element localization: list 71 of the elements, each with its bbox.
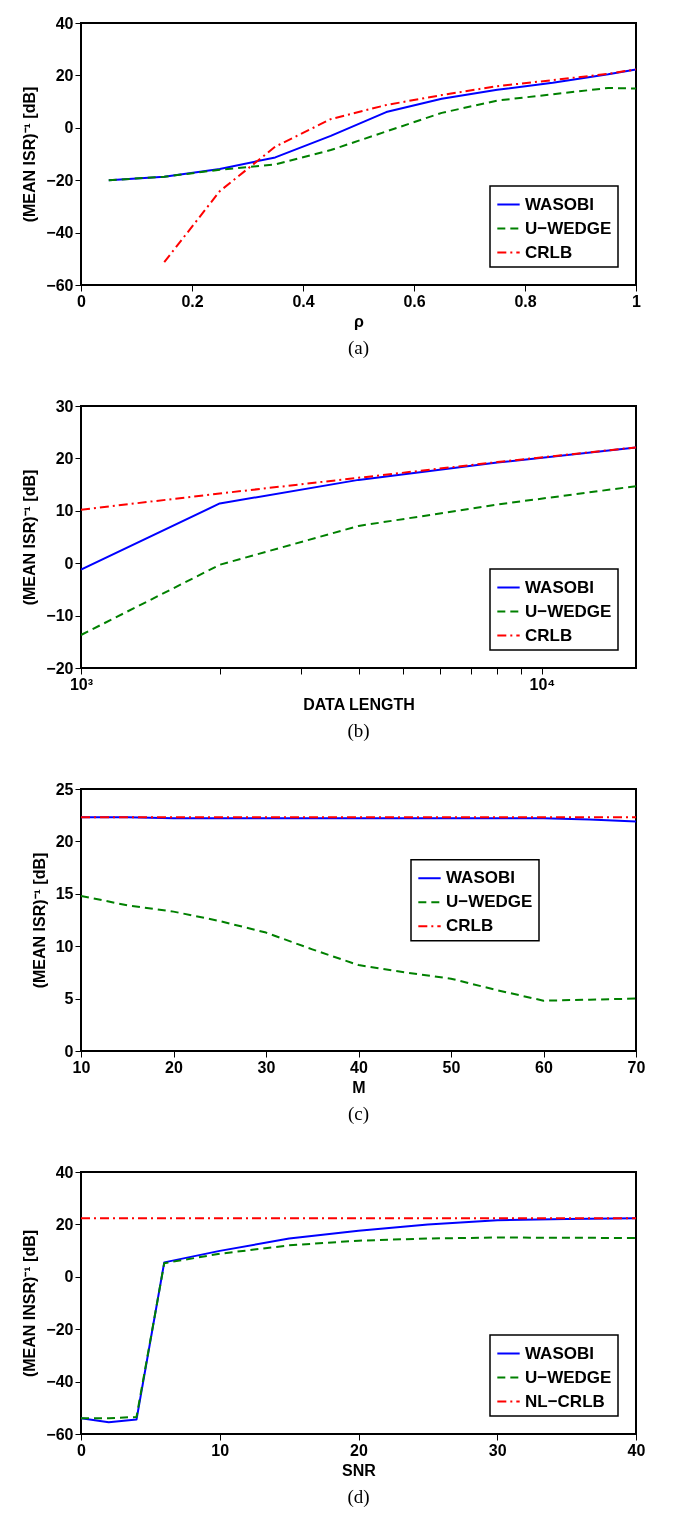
x-axis-title: DATA LENGTH bbox=[303, 695, 415, 713]
x-axis-title: SNR bbox=[342, 1461, 377, 1479]
x-axis-title: ρ bbox=[354, 312, 365, 330]
y-axis-title: (MEAN INSR)⁻¹ [dB] bbox=[21, 1229, 39, 1378]
y-axis-title: (MEAN ISR)⁻¹ [dB] bbox=[30, 852, 48, 989]
y-tick-label: 10 bbox=[55, 502, 74, 520]
x-tick-label: 0.2 bbox=[181, 292, 204, 310]
x-tick-label: 10 bbox=[211, 1441, 230, 1459]
legend-label: WASOBI bbox=[525, 577, 594, 597]
legend-label: U−WEDGE bbox=[446, 892, 533, 912]
x-tick-label: 0 bbox=[77, 292, 87, 310]
legend-label: WASOBI bbox=[525, 1343, 594, 1363]
legend-label: U−WEDGE bbox=[525, 218, 612, 238]
y-tick-label: 40 bbox=[55, 14, 74, 32]
y-tick-label: −20 bbox=[46, 171, 74, 189]
y-tick-label: −40 bbox=[46, 224, 74, 242]
x-tick-label: 0 bbox=[77, 1441, 87, 1459]
x-tick-label: 0.6 bbox=[403, 292, 426, 310]
y-tick-label: 0 bbox=[64, 554, 74, 572]
x-tick-label: 60 bbox=[535, 1058, 553, 1076]
x-tick-label: 0.8 bbox=[514, 292, 537, 310]
y-tick-label: 20 bbox=[55, 1215, 74, 1233]
line-series bbox=[81, 446, 636, 511]
x-tick-label: 10³ bbox=[69, 675, 94, 693]
y-tick-label: 10 bbox=[55, 937, 74, 955]
line-series bbox=[81, 894, 636, 1002]
legend-label: CRLB bbox=[446, 916, 494, 936]
y-tick-label: 30 bbox=[55, 397, 74, 415]
x-tick-label: 40 bbox=[627, 1441, 646, 1459]
y-tick-label: 15 bbox=[55, 885, 74, 903]
x-tick-label: 70 bbox=[627, 1058, 646, 1076]
y-tick-label: 0 bbox=[64, 1042, 74, 1060]
y-tick-label: 20 bbox=[55, 66, 74, 84]
text: (a) bbox=[347, 337, 370, 359]
y-tick-label: −20 bbox=[46, 659, 74, 677]
line-series bbox=[107, 86, 636, 182]
y-tick-label: −10 bbox=[46, 607, 74, 625]
legend-label: WASOBI bbox=[446, 868, 515, 888]
legend-label: U−WEDGE bbox=[525, 1367, 612, 1387]
legend-label: WASOBI bbox=[525, 194, 594, 214]
x-tick-label: 40 bbox=[350, 1058, 368, 1076]
y-tick-label: −60 bbox=[46, 1425, 74, 1443]
legend-label: U−WEDGE bbox=[525, 601, 612, 621]
y-tick-label: 0 bbox=[64, 1268, 74, 1286]
y-tick-label: −40 bbox=[46, 1373, 74, 1391]
y-tick-label: 0 bbox=[64, 119, 74, 137]
x-tick-label: 0.4 bbox=[292, 292, 315, 310]
y-tick-label: 25 bbox=[55, 780, 74, 798]
y-tick-label: −20 bbox=[46, 1320, 74, 1338]
x-tick-label: 30 bbox=[257, 1058, 276, 1076]
y-tick-label: 20 bbox=[55, 449, 74, 467]
y-tick-label: 40 bbox=[55, 1163, 74, 1181]
y-axis-title: (MEAN ISR)⁻¹ [dB] bbox=[21, 469, 39, 606]
text: (c) bbox=[347, 1103, 370, 1125]
x-axis-title: M bbox=[352, 1078, 366, 1096]
y-axis-title: (MEAN ISR)⁻¹ [dB] bbox=[21, 86, 39, 223]
x-tick-label: 30 bbox=[488, 1441, 507, 1459]
x-tick-label: 20 bbox=[350, 1441, 368, 1459]
y-tick-label: 20 bbox=[55, 832, 74, 850]
x-tick-label: 20 bbox=[165, 1058, 183, 1076]
text: (d) bbox=[347, 1486, 370, 1508]
x-tick-label: 50 bbox=[442, 1058, 461, 1076]
legend-label: CRLB bbox=[525, 242, 573, 262]
y-tick-label: −60 bbox=[46, 276, 74, 294]
legend-label: NL−CRLB bbox=[525, 1391, 605, 1411]
y-tick-label: 5 bbox=[64, 990, 74, 1008]
text: (b) bbox=[347, 720, 370, 742]
legend-label: CRLB bbox=[525, 625, 573, 645]
x-tick-label: 1 bbox=[632, 292, 642, 310]
x-tick-label: 10⁴ bbox=[529, 675, 556, 693]
line-series bbox=[163, 68, 636, 264]
